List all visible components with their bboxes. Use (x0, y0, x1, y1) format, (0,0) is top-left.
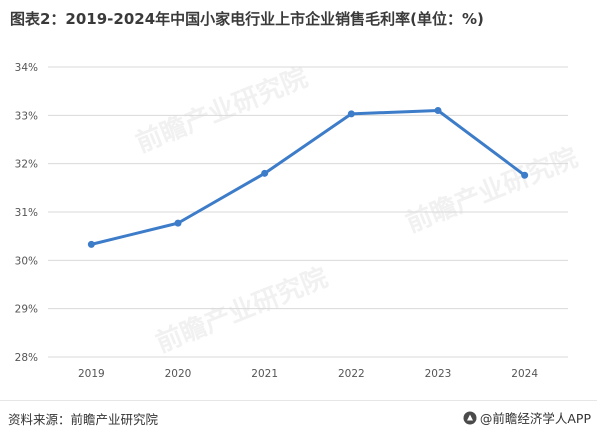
y-tick-label: 30% (15, 255, 38, 267)
y-axis-ticks: 28% 29% 30% 31% 32% 33% 34% (15, 62, 38, 364)
series-line-group (87, 107, 529, 248)
chart-title: 图表2：2019-2024年中国小家电行业上市企业销售毛利率(单位：%) (10, 10, 484, 28)
x-tick-label: 2022 (338, 368, 365, 380)
brand-label: @前瞻经济学人APP (479, 411, 591, 426)
y-tick-label: 28% (15, 352, 38, 364)
data-point (261, 169, 269, 177)
footer: 资料来源：前瞻产业研究院 @前瞻经济学人APP (0, 400, 597, 435)
data-point (434, 107, 442, 114)
x-tick-label: 2021 (251, 368, 278, 380)
x-tick-label: 2023 (425, 368, 452, 380)
data-point (347, 110, 355, 118)
y-tick-label: 33% (15, 110, 38, 122)
x-axis-ticks: 2019 2020 2021 2022 2023 2024 (78, 368, 538, 380)
data-point (521, 171, 529, 179)
series-line (89, 109, 527, 246)
source-note: 资料来源：前瞻产业研究院 (8, 412, 159, 427)
y-tick-label: 34% (15, 62, 38, 74)
x-tick-label: 2020 (165, 368, 192, 380)
y-tick-label: 29% (15, 304, 38, 316)
data-point (87, 240, 95, 248)
brand-logo-icon (463, 411, 477, 424)
y-tick-label: 32% (15, 159, 38, 171)
data-point (174, 219, 182, 227)
x-tick-label: 2019 (78, 368, 105, 380)
y-tick-label: 31% (15, 207, 38, 219)
line-chart: 28%29%30%31%32%33%34% 2019 2020 2021 2022 20… (15, 62, 568, 380)
brand-credit: @前瞻经济学人APP (463, 408, 591, 427)
x-tick-label: 2024 (511, 368, 538, 380)
grid-lines (48, 66, 568, 358)
